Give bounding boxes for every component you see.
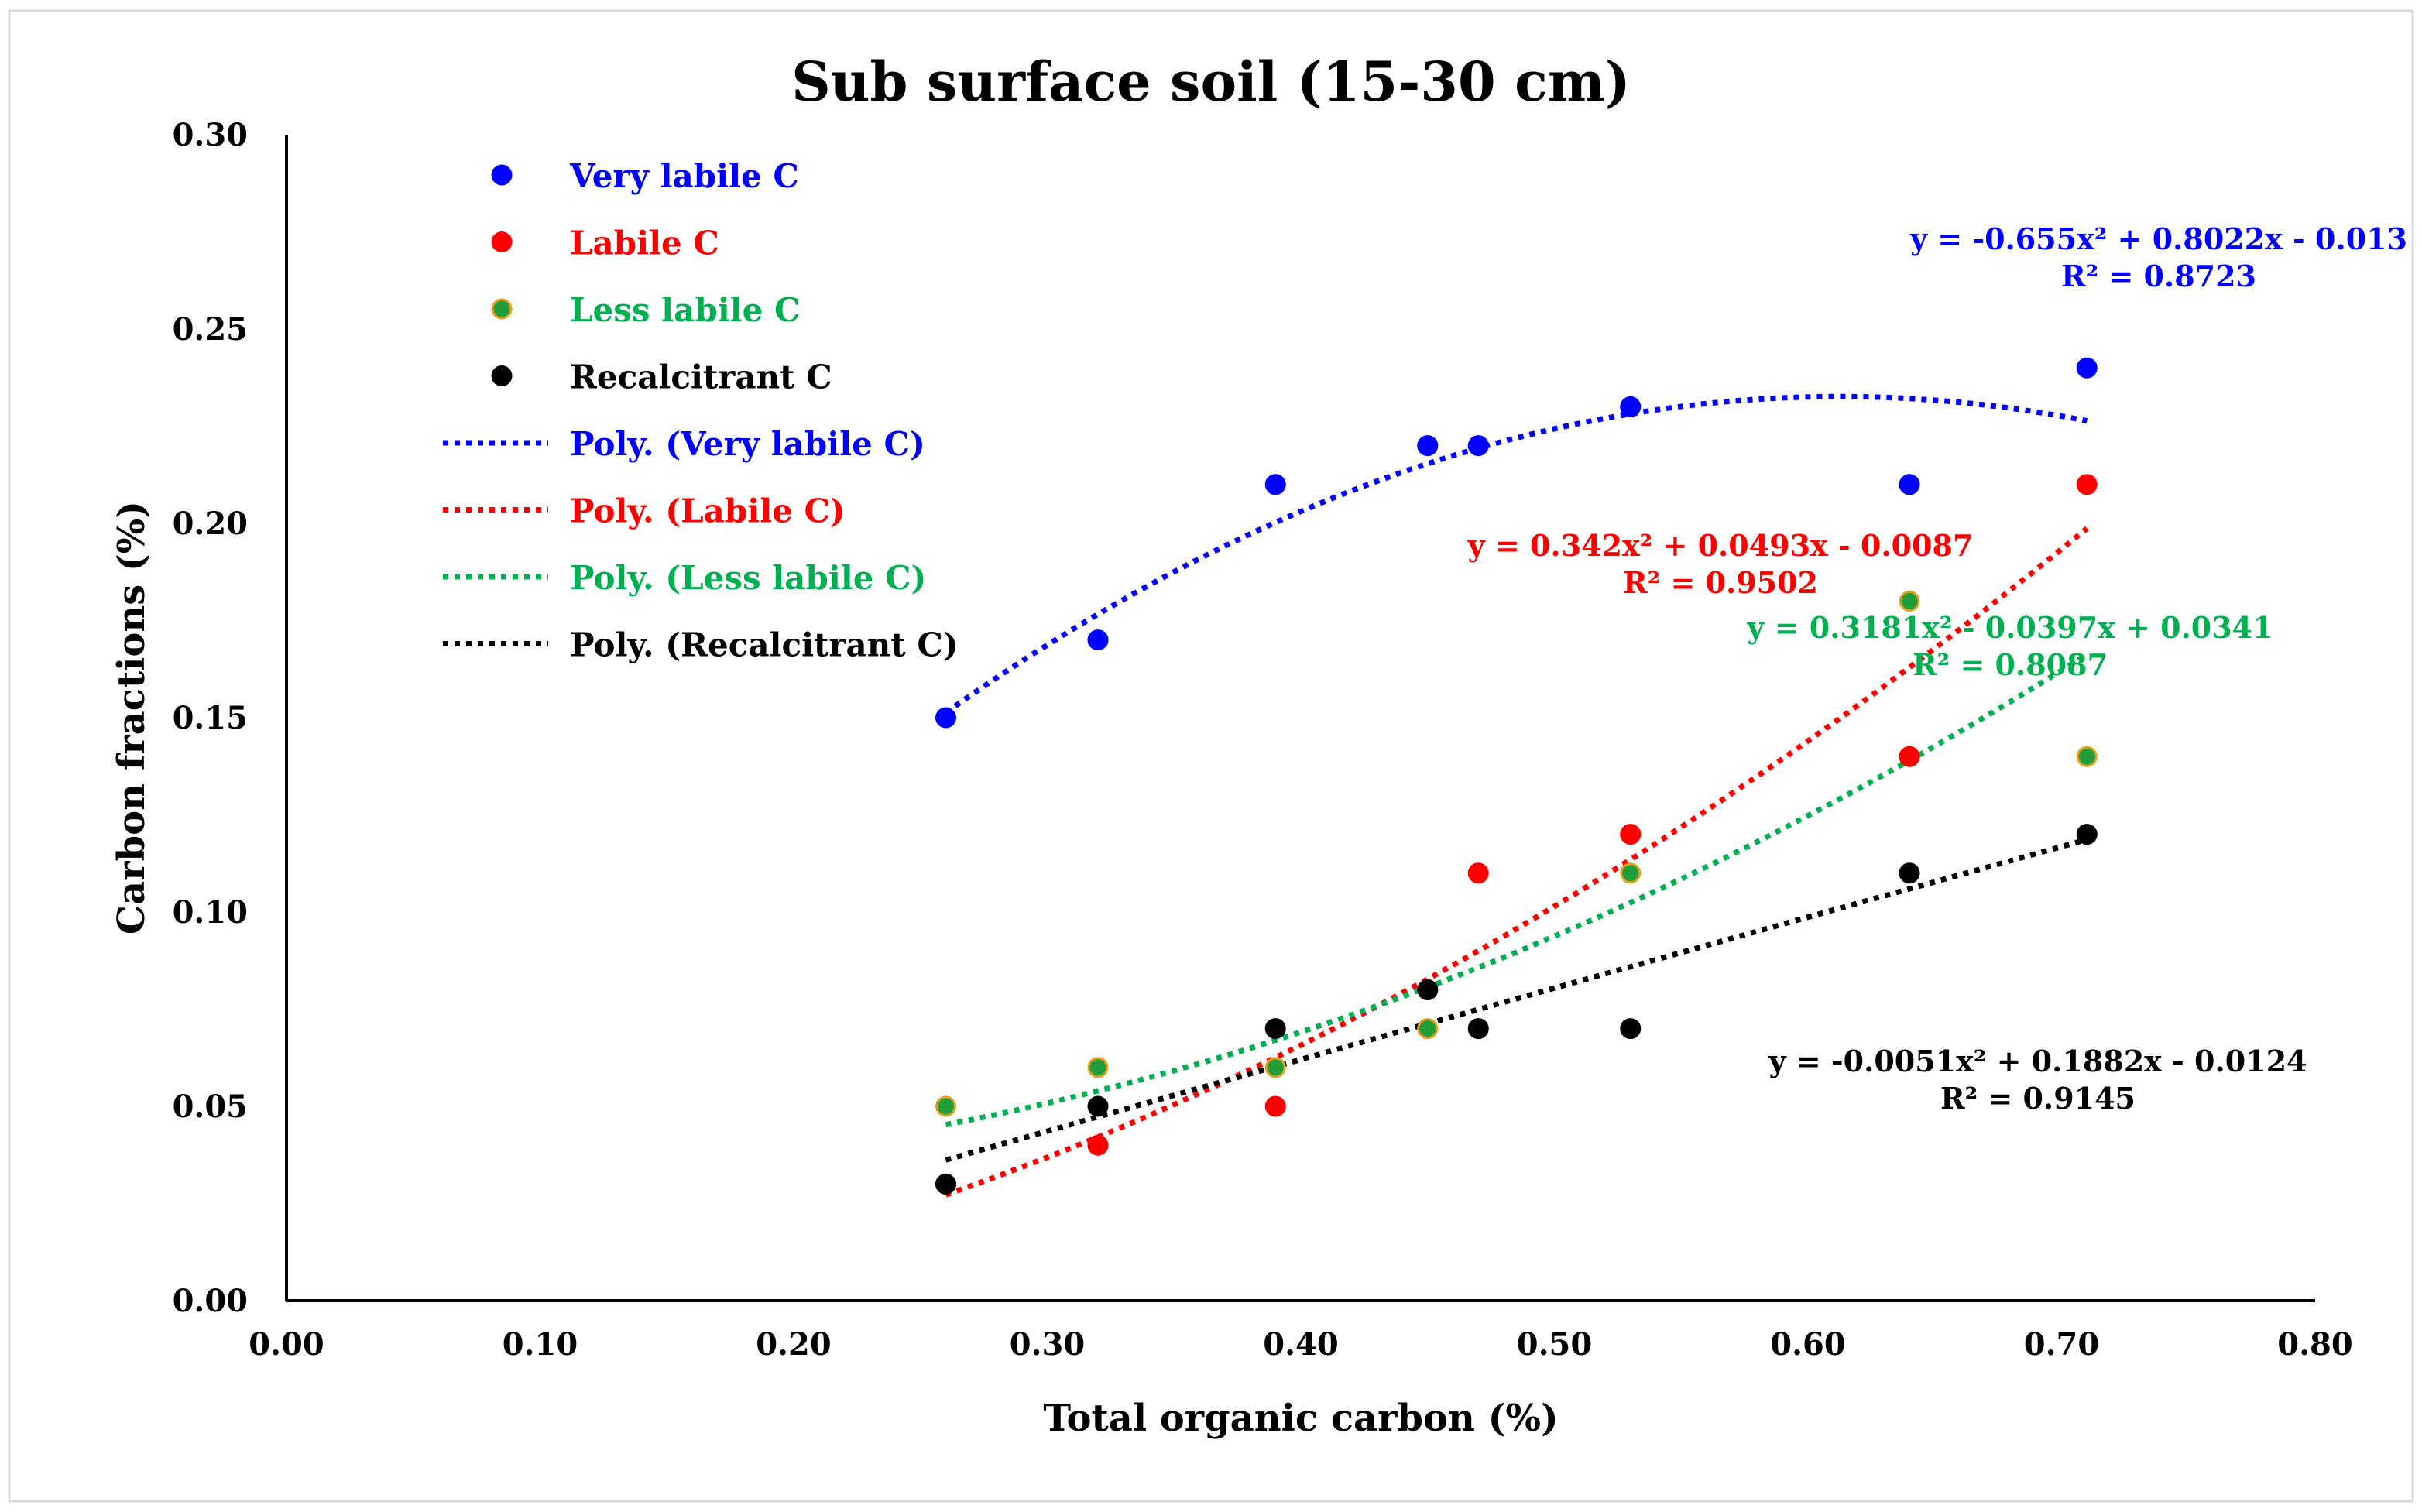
x-tick-label: 0.70 — [2024, 1326, 2099, 1363]
x-tick-label: 0.20 — [756, 1326, 831, 1363]
x-tick-label: 0.30 — [1010, 1326, 1085, 1363]
x-tick-label: 0.60 — [1770, 1326, 1845, 1363]
data-point-recalcitrant-c — [1264, 1018, 1286, 1040]
data-points — [935, 357, 2098, 1195]
y-tick-label: 0.15 — [173, 700, 248, 736]
legend-marker — [491, 164, 513, 186]
data-point-less-labile-c — [1264, 1057, 1286, 1078]
y-axis-title: Carbon fractions (%) — [110, 501, 153, 934]
data-point-recalcitrant-c — [1620, 1018, 1642, 1040]
legend-trend-label: Poly. (Labile C) — [570, 492, 846, 530]
y-tick-label: 0.10 — [173, 894, 248, 931]
data-point-less-labile-c — [1087, 1057, 1109, 1078]
equation-less-labile: y = 0.3181x² - 0.0397x + 0.0341 — [1746, 610, 2273, 645]
data-point-less-labile-c — [935, 1095, 956, 1117]
axes — [285, 135, 2315, 1302]
equation-recalcitrant: y = -0.0051x² + 0.1882x - 0.0124 — [1768, 1044, 2307, 1078]
data-point-very-labile-c — [1467, 435, 1489, 457]
data-point-very-labile-c — [1087, 629, 1109, 651]
data-point-recalcitrant-c — [935, 1173, 956, 1195]
chart-title: Sub surface soil (15-30 cm) — [791, 50, 1631, 114]
x-tick-label: 0.50 — [1517, 1326, 1592, 1363]
legend-label: Very labile C — [569, 157, 799, 195]
x-tick-label: 0.00 — [249, 1326, 324, 1363]
data-point-labile-c — [1087, 1134, 1109, 1156]
chart-frame — [8, 9, 2414, 1503]
x-tick-label: 0.40 — [1263, 1326, 1338, 1363]
x-tick-label: 0.10 — [503, 1326, 578, 1363]
data-point-very-labile-c — [1264, 474, 1286, 495]
y-tick-label: 0.00 — [173, 1283, 248, 1319]
data-point-labile-c — [1264, 1095, 1286, 1117]
trendline-less-labile-c — [945, 652, 2089, 1128]
x-tick-label: 0.80 — [2277, 1326, 2352, 1363]
data-point-labile-c — [2076, 474, 2098, 495]
data-point-less-labile-c — [1620, 862, 1642, 884]
trendline-labile-c — [945, 526, 2089, 1198]
data-point-very-labile-c — [1417, 435, 1439, 457]
r2-labile: R² = 0.9502 — [1623, 565, 1818, 600]
legend-label: Recalcitrant C — [570, 358, 832, 396]
y-tick-label: 0.20 — [173, 506, 248, 542]
legend-marker — [491, 298, 513, 320]
data-point-labile-c — [1620, 824, 1642, 845]
legend-label: Less labile C — [570, 291, 800, 329]
trend-equations: y = -0.655x² + 0.8022x - 0.013 R² = 0.87… — [1467, 221, 2407, 1116]
r2-very-labile: R² = 0.8723 — [2061, 259, 2256, 293]
x-axis-title: Total organic carbon (%) — [1043, 1397, 1558, 1440]
y-tick-label: 0.25 — [173, 311, 248, 348]
legend-label: Labile C — [570, 225, 719, 262]
equation-labile: y = 0.342x² + 0.0493x - 0.0087 — [1467, 528, 1974, 563]
data-point-less-labile-c — [1417, 1018, 1439, 1040]
data-point-labile-c — [1467, 862, 1489, 884]
legend-marker — [491, 231, 513, 252]
r2-recalcitrant: R² = 0.9145 — [1940, 1081, 2136, 1116]
equation-very-labile: y = -0.655x² + 0.8022x - 0.013 — [1909, 221, 2407, 256]
data-point-recalcitrant-c — [1899, 862, 1920, 884]
data-point-very-labile-c — [1620, 396, 1642, 417]
legend-trend-label: Poly. (Recalcitrant C) — [570, 626, 959, 664]
trendline-recalcitrant-c — [945, 837, 2088, 1163]
y-tick-label: 0.05 — [173, 1089, 248, 1125]
data-point-very-labile-c — [935, 707, 956, 729]
r2-less-labile: R² = 0.8087 — [1913, 647, 2108, 682]
data-point-less-labile-c — [1899, 590, 1920, 612]
data-point-labile-c — [1899, 746, 1920, 767]
legend-trend-label: Poly. (Very labile C) — [570, 425, 925, 463]
y-tick-label: 0.30 — [173, 117, 248, 153]
legend-trend-label: Poly. (Less labile C) — [570, 559, 926, 597]
data-point-recalcitrant-c — [1467, 1018, 1489, 1040]
data-point-recalcitrant-c — [2076, 824, 2098, 845]
data-point-very-labile-c — [2076, 357, 2098, 379]
data-point-recalcitrant-c — [1417, 979, 1439, 1000]
ticks: 0.00 0.10 0.20 0.30 0.40 0.50 0.60 0.70 0.80 0.00… — [173, 117, 2353, 1363]
trendlines — [944, 393, 2089, 1198]
data-point-very-labile-c — [1899, 474, 1920, 495]
data-point-recalcitrant-c — [1087, 1095, 1109, 1117]
legend: Very labile C Labile C Less labile C Recalc… — [443, 157, 959, 664]
trendline-very-labile-c — [944, 393, 2088, 715]
data-point-less-labile-c — [2076, 746, 2098, 767]
legend-marker — [491, 365, 513, 386]
